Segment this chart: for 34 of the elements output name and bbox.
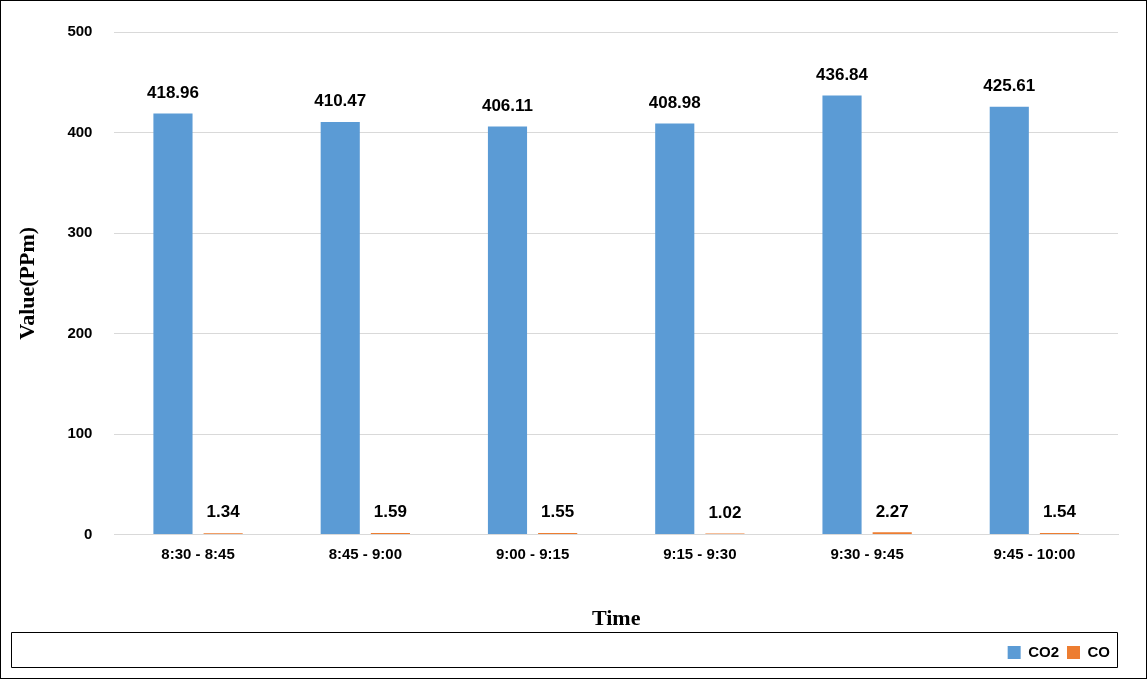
y-axis-title: Value(PPm) [13,226,39,340]
bar [320,122,360,535]
bar [989,106,1029,535]
data-label: 406.11 [481,95,534,115]
bar [153,113,193,535]
y-tick-label: 400 [67,122,93,140]
data-label: 425.61 [983,75,1036,95]
data-label: 2.27 [875,501,909,521]
data-label: 1.02 [708,502,742,522]
y-tick-label: 100 [67,424,93,442]
data-label: 436.84 [816,64,869,84]
bar [822,95,862,535]
data-label: 1.54 [1042,502,1077,522]
x-tick-label: 9:45 - 10:00 [993,544,1076,562]
data-label: 1.34 [206,502,241,522]
x-tick-label: 8:45 - 9:00 [328,544,403,562]
x-tick-label: 8:30 - 8:45 [161,544,235,562]
x-tick-label: 9:15 - 9:30 [663,544,737,562]
y-tick-label: 0 [84,524,93,542]
data-label: 408.98 [648,92,701,112]
data-label: 418.96 [146,82,199,102]
data-label: 1.55 [541,502,575,522]
x-tick-label: 9:00 - 9:15 [495,544,570,562]
legend-label: CO2 [1028,642,1059,660]
bar [655,123,695,535]
y-tick-label: 200 [67,323,93,341]
y-tick-label: 300 [67,223,93,241]
x-tick-label: 9:30 - 9:45 [830,544,904,562]
data-label: 410.47 [314,91,367,111]
legend-label: CO [1087,642,1111,660]
bar [487,126,528,535]
data-label: 1.59 [373,502,407,522]
x-axis-title: Time [591,605,641,631]
y-tick-label: 500 [67,22,93,40]
